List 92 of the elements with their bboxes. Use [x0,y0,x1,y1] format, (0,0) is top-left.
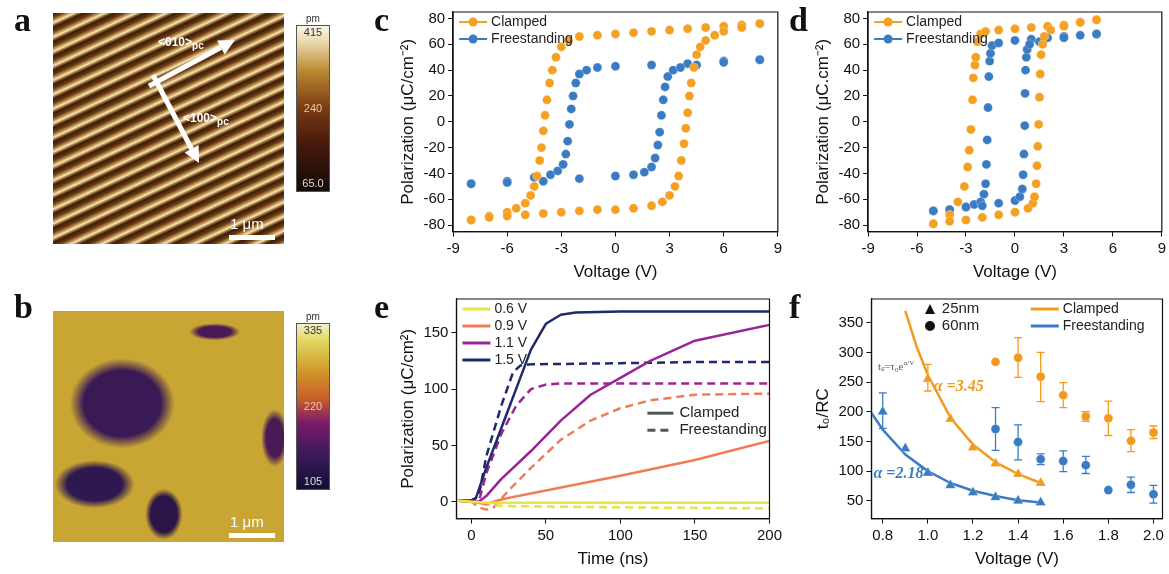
x-tick-label: 50 [537,525,555,543]
x-tick-label: -9 [861,238,875,256]
x-tick-label: 0 [467,525,476,543]
text: 415 [302,25,324,39]
legend-label: 1.5 V [494,350,528,367]
y-tick-label: 60 [843,34,861,52]
legend-label: 0.6 V [494,299,528,316]
y-tick-label: -40 [423,163,446,181]
y-tick-label: 150 [838,431,864,449]
legend-label: Clamped [1062,299,1119,316]
text: 1 μm [230,513,264,530]
annotation: Freestanding [679,420,767,438]
y-tick-label: -80 [423,215,446,233]
y-tick-label: 0 [851,111,861,129]
x-tick-label: 1.4 [1007,525,1029,543]
x-tick-label: 0 [611,238,620,256]
legend-label: 1.1 V [494,333,528,350]
x-axis-title: Voltage (V) [974,549,1060,569]
y-tick-label: 200 [838,401,864,419]
y-tick-label: 250 [838,372,864,390]
y-tick-label: 0 [440,491,449,509]
y-axis-title: Polarization (μC/cm²) [397,328,417,489]
x-tick-label: 6 [719,238,728,256]
text: b [14,287,33,327]
text: 105 [302,474,324,488]
text: 65.0 [301,176,325,190]
y-axis-title: t₀/RC [812,388,832,430]
y-tick-label: 20 [843,86,861,104]
y-axis-title: Polarization (μC.cm⁻²) [812,38,832,205]
y-tick-label: 60 [428,34,446,52]
x-tick-label: 1.2 [962,525,984,543]
y-tick-label: 150 [423,322,449,340]
x-tick-label: 1.0 [917,525,939,543]
y-axis-title: Polarization (μC/cm⁻²) [397,38,417,205]
x-tick-label: 9 [1157,238,1166,256]
y-tick-label: 80 [843,8,861,26]
y-tick-label: 50 [431,435,449,453]
y-tick-label: 80 [428,8,446,26]
x-tick-label: -3 [959,238,973,256]
x-tick-label: 200 [756,525,782,543]
x-tick-label: 9 [773,238,782,256]
x-axis-title: Time (ns) [577,549,649,569]
x-tick-label: -6 [910,238,924,256]
y-tick-label: 350 [838,312,864,330]
annotation: 60nm [941,316,980,334]
y-tick-label: 20 [428,86,446,104]
x-tick-label: -9 [446,238,460,256]
text: 240 [302,100,324,115]
x-tick-label: 3 [1059,238,1069,256]
text: 220 [302,398,324,413]
x-tick-label: 0 [1010,238,1020,256]
y-tick-label: 300 [838,342,864,360]
y-tick-label: 0 [436,111,446,129]
x-tick-label: 100 [607,525,633,543]
y-tick-label: 50 [846,490,864,508]
legend-label: Freestanding [1062,316,1145,333]
legend-label: Clamped [906,12,963,29]
y-tick-label: 40 [428,60,446,78]
x-axis-title: Voltage (V) [573,262,658,282]
chart-title: e [374,287,390,327]
x-tick-label: 1.6 [1052,525,1074,543]
x-tick-label: -3 [554,238,568,256]
x-tick-label: 150 [682,525,708,543]
annotation: 25nm [941,299,980,317]
y-tick-label: 40 [843,60,861,78]
y-tick-label: 100 [423,379,449,397]
text: a [14,0,31,40]
y-tick-label: -20 [423,137,446,155]
color-bar-title: pm [305,13,321,24]
x-axis-title: Voltage (V) [972,262,1058,282]
text: 335 [302,323,324,337]
x-tick-label: 1.8 [1097,525,1119,543]
y-tick-label: -20 [838,137,861,155]
x-tick-label: 6 [1108,238,1118,256]
y-tick-label: -60 [423,189,446,207]
chart-title: d [789,0,808,40]
y-tick-label: -60 [838,189,861,207]
x-tick-label: 0.8 [872,525,894,543]
y-tick-label: -80 [838,215,861,233]
chart-title: c [374,0,390,40]
x-tick-label: 2.0 [1143,525,1164,543]
x-tick-label: 3 [665,238,674,256]
y-tick-label: 100 [838,461,864,479]
color-bar-title: pm [305,311,321,322]
legend-label: Clamped [491,12,548,29]
annotation: α =2.18 [873,463,924,481]
y-tick-label: -40 [838,163,861,181]
x-tick-label: -6 [500,238,514,256]
legend-label: Freestanding [491,29,573,46]
chart-title: f [789,287,801,327]
legend-label: 0.9 V [494,316,528,333]
annotation: Clamped [679,403,740,421]
